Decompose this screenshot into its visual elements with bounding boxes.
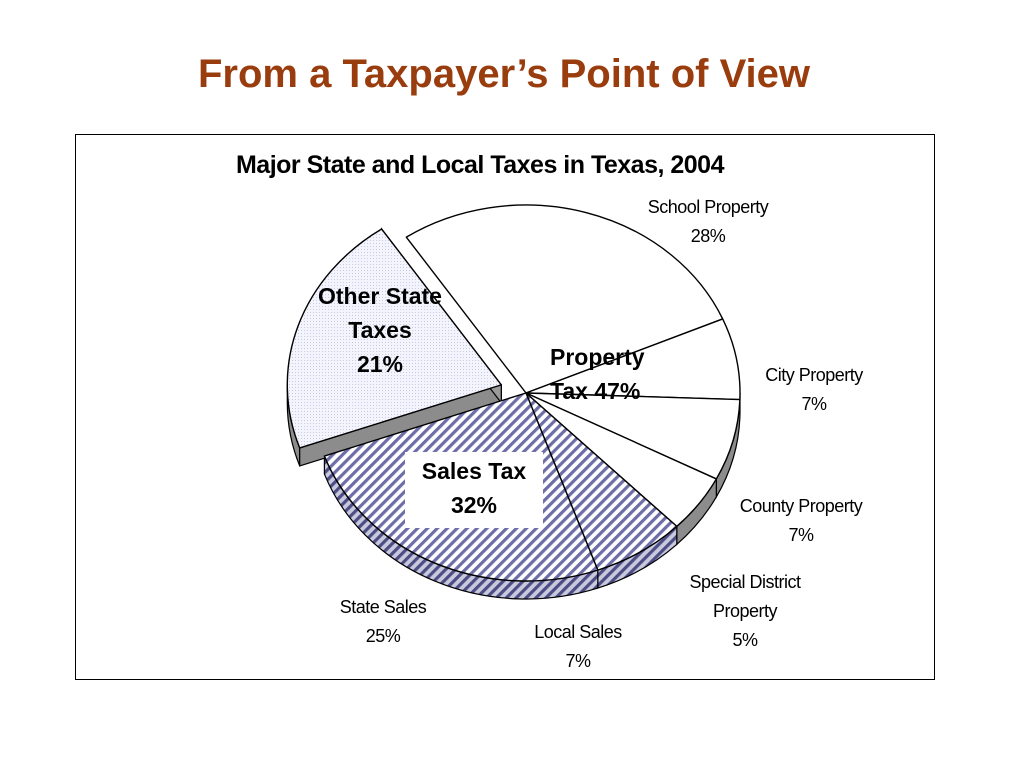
group-label-sales-tax: Sales Tax 32%	[405, 452, 543, 528]
slice-label-special-district-property: Special District Property 5%	[670, 568, 820, 655]
slice-label-line: Special District	[689, 572, 801, 592]
slice-label-county-property: County Property 7%	[716, 492, 886, 550]
slice-label-city-property: City Property 7%	[734, 361, 894, 419]
group-label-line: Taxes	[348, 317, 412, 343]
slice-label-line: School Property	[647, 197, 769, 217]
slice-label-local-sales: Local Sales 7%	[518, 618, 638, 676]
chart-frame: Major State and Local Taxes in Texas, 20…	[75, 134, 935, 680]
slide-title: From a Taxpayer’s Point of View	[197, 52, 811, 96]
slice-label-state-sales: State Sales 25%	[323, 593, 443, 651]
group-label-other-state-taxes: Other State Taxes 21%	[290, 279, 470, 381]
group-label-line: Other State	[318, 283, 442, 309]
group-label-line: 21%	[356, 351, 404, 377]
slice-label-line: City Property	[765, 365, 863, 385]
slice-label-line: Property	[712, 601, 778, 621]
slice-label-line: 25%	[365, 626, 401, 646]
slice-label-line: County Property	[739, 496, 863, 516]
group-label-line: Tax 47%	[550, 378, 641, 404]
group-label-line: Property	[550, 344, 645, 370]
slice-label-line: 7%	[565, 651, 591, 671]
slice-label-line: State Sales	[339, 597, 427, 617]
group-label-property-tax: Property Tax 47%	[550, 340, 690, 408]
slice-label-line: 7%	[788, 525, 814, 545]
slice-label-line: Local Sales	[534, 622, 622, 642]
slice-label-line: 5%	[732, 630, 758, 650]
slice-label-line: 28%	[690, 226, 726, 246]
slice-label-school-property: School Property 28%	[608, 193, 808, 251]
slice-label-line: 7%	[801, 394, 827, 414]
group-label-line: 32%	[450, 492, 498, 518]
group-label-line: Sales Tax	[421, 458, 527, 484]
slice-other-state-taxes	[286, 228, 503, 449]
chart-title: Major State and Local Taxes in Texas, 20…	[235, 151, 725, 179]
slice-school-property	[405, 204, 724, 394]
